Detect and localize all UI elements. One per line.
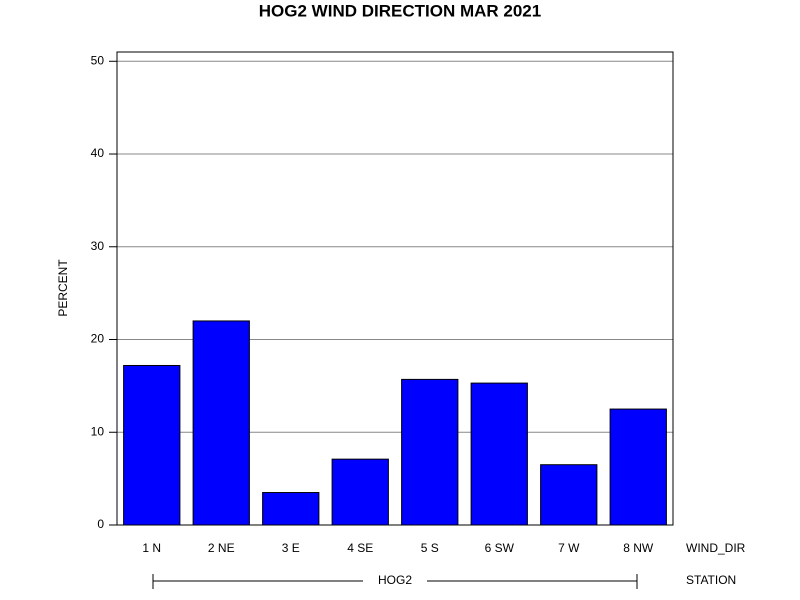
x-tick-label: 5 S [421, 541, 439, 555]
y-axis-label: PERCENT [56, 259, 70, 317]
bar [192, 320, 250, 526]
bar [262, 492, 320, 526]
y-tick-label: 10 [91, 424, 105, 438]
plot-frame [116, 51, 674, 526]
y-tick-label: 0 [97, 517, 104, 531]
bar [123, 364, 181, 526]
group-bracket [152, 574, 638, 589]
x-tick-label: 3 E [282, 541, 300, 555]
bar [331, 458, 389, 526]
x-tick-label: 2 NE [208, 541, 235, 555]
chart-title: HOG2 WIND DIRECTION MAR 2021 [259, 1, 541, 20]
x-tick-label: 7 W [558, 541, 580, 555]
group-label: HOG2 [378, 573, 412, 587]
x-tick-label: 8 NW [623, 541, 654, 555]
bar [540, 464, 598, 526]
y-tick-label: 40 [91, 146, 105, 160]
x-tick-label: 4 SE [347, 541, 373, 555]
bar [470, 382, 528, 526]
x-tick-label: 1 N [142, 541, 161, 555]
y-tick-label: 20 [91, 332, 105, 346]
y-tick-label: 30 [91, 239, 105, 253]
bar [401, 378, 459, 526]
x-axis-label: WIND_DIR [686, 541, 746, 555]
x-tick-label: 6 SW [485, 541, 515, 555]
group-axis-label: STATION [686, 573, 736, 587]
bar [609, 408, 667, 526]
y-tick-label: 50 [91, 53, 105, 67]
